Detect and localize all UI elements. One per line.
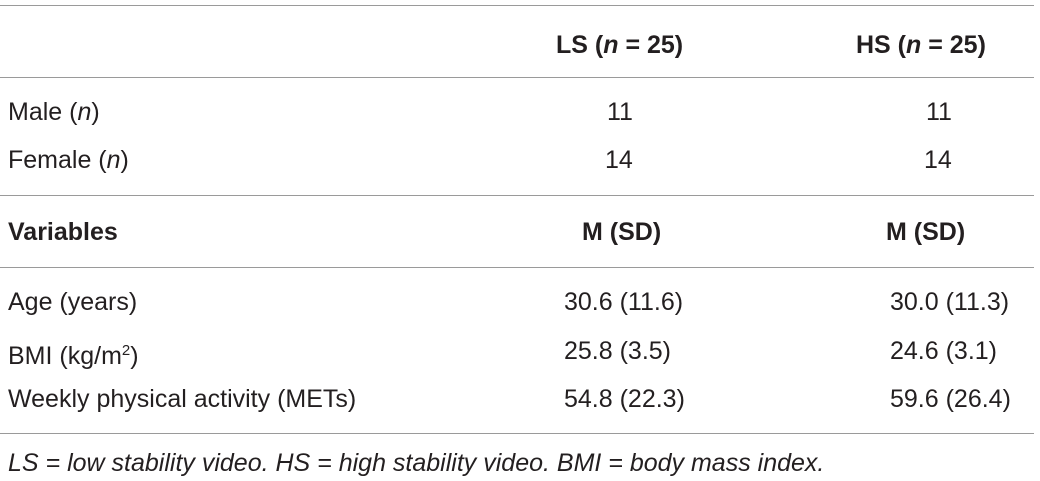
row-label: Weekly physical activity (METs): [8, 385, 357, 413]
row-label: Male (n): [8, 97, 100, 127]
row-label: Age (years): [8, 288, 138, 316]
header-text: LS (: [556, 31, 604, 59]
header-italic: n: [906, 31, 922, 59]
cell: 24.6 (3.1): [890, 337, 998, 365]
cell: 54.8 (22.3): [564, 385, 685, 413]
footnote: LS = low stability video. HS = high stab…: [8, 449, 825, 477]
row-label: Female (n): [8, 145, 129, 175]
cell: 14: [605, 146, 633, 174]
cell: 30.6 (11.6): [564, 288, 684, 316]
label-text: BMI (kg/m: [8, 342, 122, 370]
cell: 11: [926, 98, 952, 126]
column-header: LS (n = 25): [556, 30, 683, 60]
label-text: Male (: [8, 98, 78, 126]
label-text: ): [91, 98, 100, 126]
rule: [0, 5, 1034, 6]
cell: 59.6 (26.4): [890, 385, 1011, 413]
cell: 30.0 (11.3): [890, 288, 1010, 316]
label-text: ): [130, 342, 139, 370]
rule: [0, 267, 1034, 268]
rule: [0, 195, 1034, 196]
cell: 25.8 (3.5): [564, 337, 672, 365]
label-italic: n: [106, 146, 121, 174]
cell: 14: [924, 146, 952, 174]
header-italic: n: [603, 31, 619, 59]
cell: 11: [607, 98, 633, 126]
rule: [0, 433, 1034, 434]
column-header: HS (n = 25): [856, 30, 986, 60]
label-text: Female (: [8, 146, 107, 174]
subheader: M (SD): [886, 218, 966, 246]
label-text: ): [120, 146, 129, 174]
header-text: = 25): [618, 31, 684, 59]
label-sup: 2: [121, 342, 131, 359]
label-italic: n: [77, 98, 92, 126]
subheader: M (SD): [582, 218, 662, 246]
header-text: HS (: [856, 31, 906, 59]
header-text: = 25): [921, 31, 986, 59]
rule: [0, 77, 1034, 78]
row-label: BMI (kg/m2): [8, 336, 139, 371]
subheader: Variables: [8, 218, 118, 246]
